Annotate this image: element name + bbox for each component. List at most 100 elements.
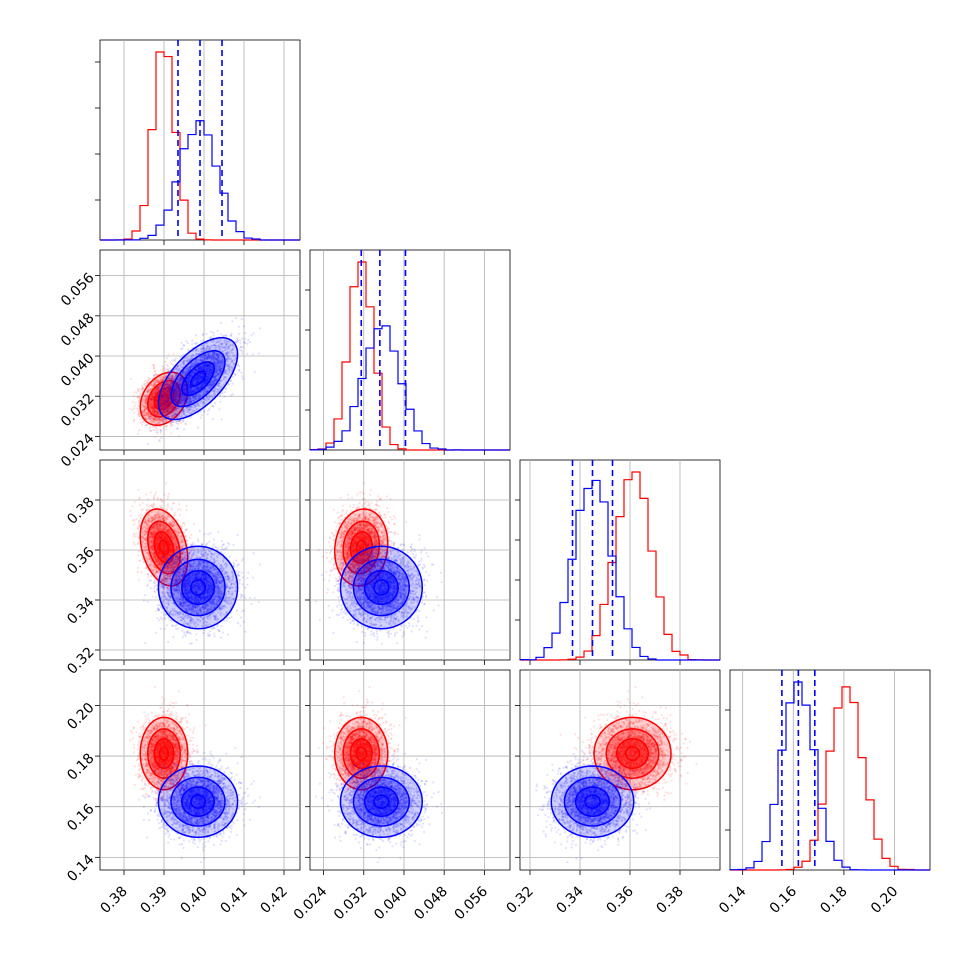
sample-point xyxy=(180,376,183,379)
sample-point xyxy=(169,383,172,386)
sample-point xyxy=(164,390,168,393)
sample-point xyxy=(182,386,185,389)
sample-point xyxy=(167,353,170,356)
sample-point xyxy=(152,407,155,410)
sample-point xyxy=(175,390,179,394)
sample-point xyxy=(150,420,153,423)
sample-point xyxy=(165,404,168,407)
sample-point xyxy=(150,405,153,409)
sample-point xyxy=(175,386,178,389)
sample-point xyxy=(153,407,156,410)
sample-point xyxy=(154,418,157,421)
sample-point xyxy=(152,417,155,420)
sample-point xyxy=(162,398,165,402)
sample-point xyxy=(148,404,151,408)
sample-point xyxy=(159,405,162,408)
sample-point xyxy=(173,399,176,402)
sample-point xyxy=(156,388,159,391)
sample-point xyxy=(136,432,139,435)
sample-point xyxy=(145,403,148,406)
sample-point xyxy=(196,426,199,429)
sample-point xyxy=(167,415,170,419)
sample-point xyxy=(183,384,186,387)
sample-point xyxy=(179,379,182,382)
sample-point xyxy=(147,413,150,416)
sample-point xyxy=(168,390,171,393)
sample-point xyxy=(143,409,146,412)
sample-point xyxy=(154,400,158,403)
sample-point xyxy=(174,385,177,388)
sample-point xyxy=(154,389,157,392)
sample-point xyxy=(145,399,148,402)
sample-point xyxy=(176,396,179,400)
sample-point xyxy=(164,375,167,378)
sample-point xyxy=(165,388,168,391)
sample-point xyxy=(151,403,154,406)
sample-point xyxy=(132,407,135,410)
sample-point xyxy=(170,378,173,381)
sample-point xyxy=(143,408,146,411)
sample-point xyxy=(148,402,151,406)
sample-point xyxy=(172,412,175,416)
sample-point xyxy=(151,402,154,405)
sample-point xyxy=(184,372,187,375)
sample-point xyxy=(246,352,249,355)
sample-point xyxy=(157,410,160,413)
sample-point xyxy=(169,384,172,387)
sample-point xyxy=(149,403,152,406)
sample-point xyxy=(159,384,162,387)
sample-point xyxy=(167,389,170,392)
sample-point xyxy=(149,406,153,409)
sample-point xyxy=(138,418,141,421)
sample-point xyxy=(138,397,141,400)
sample-point xyxy=(155,390,158,393)
sample-point xyxy=(139,421,142,424)
sample-point xyxy=(153,393,156,396)
sample-point xyxy=(150,396,153,399)
sample-point xyxy=(145,413,148,416)
sample-point xyxy=(174,398,177,401)
sample-point xyxy=(161,398,164,401)
sample-point xyxy=(158,419,161,422)
sample-point xyxy=(152,408,155,412)
sample-point xyxy=(172,388,175,391)
sample-point xyxy=(161,400,164,403)
sample-point xyxy=(146,442,149,445)
sample-point xyxy=(231,393,234,396)
sample-point xyxy=(141,421,145,424)
sample-point xyxy=(174,374,177,377)
sample-point xyxy=(161,391,164,394)
sample-point xyxy=(164,403,167,406)
sample-point xyxy=(138,399,141,402)
sample-point xyxy=(181,347,184,350)
x-ticks xyxy=(323,450,485,455)
sample-point xyxy=(170,415,173,418)
sample-point xyxy=(149,398,152,401)
sample-point xyxy=(156,403,159,406)
sample-point xyxy=(144,394,147,397)
sample-point xyxy=(168,407,171,410)
sample-point xyxy=(134,402,137,405)
sample-point xyxy=(160,409,163,413)
sample-point xyxy=(155,403,158,406)
sample-point xyxy=(146,379,150,382)
sample-point xyxy=(185,392,188,395)
sample-point xyxy=(159,386,162,389)
sample-point xyxy=(174,413,177,416)
sample-point xyxy=(150,398,153,401)
sample-point xyxy=(149,425,152,428)
sample-point xyxy=(184,373,187,376)
sample-point xyxy=(163,388,166,391)
sample-point xyxy=(142,409,145,412)
sample-point xyxy=(177,393,180,396)
sample-point xyxy=(178,381,181,384)
sample-point xyxy=(166,384,169,387)
sample-point xyxy=(162,397,165,400)
sample-point xyxy=(175,390,178,393)
sample-point xyxy=(145,398,148,401)
sample-point xyxy=(160,398,163,401)
sample-point xyxy=(145,393,148,396)
sample-point xyxy=(156,387,159,390)
sample-point xyxy=(164,397,167,400)
sample-point xyxy=(150,394,154,397)
